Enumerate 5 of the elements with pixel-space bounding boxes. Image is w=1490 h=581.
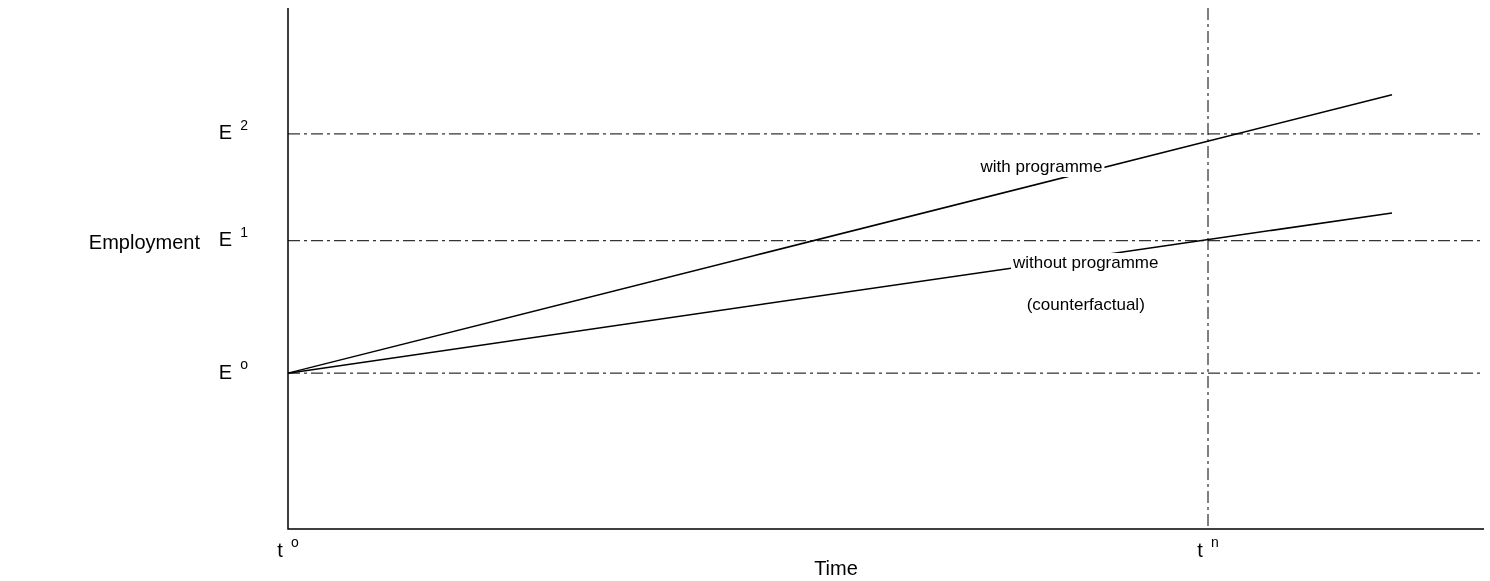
annotation: (counterfactual) bbox=[1026, 294, 1145, 314]
annotation: with programme bbox=[979, 156, 1103, 176]
annotation: without programme bbox=[1011, 252, 1159, 272]
x-axis-title: Time bbox=[814, 556, 858, 579]
y-axis-title: Employment bbox=[88, 231, 201, 254]
